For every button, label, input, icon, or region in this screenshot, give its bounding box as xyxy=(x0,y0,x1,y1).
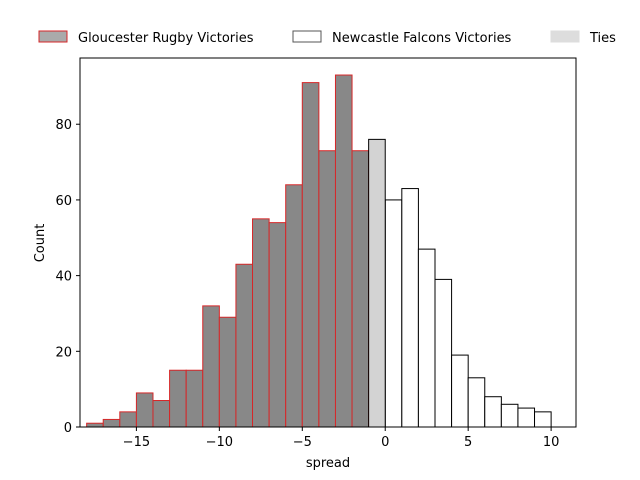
bar-series-1-bin-1 xyxy=(401,188,419,428)
y-tick-label: 60 xyxy=(55,194,72,209)
x-tick-label: 0 xyxy=(381,435,389,450)
x-tick-label: −10 xyxy=(206,435,233,450)
x-axis-label: spread xyxy=(306,456,350,471)
bar-series-1-bin-5 xyxy=(467,377,486,428)
bar-series-0-bin-16 xyxy=(351,150,370,428)
x-tick-label: −5 xyxy=(293,435,312,450)
bar-series-0-bin-8 xyxy=(218,316,237,428)
bar-series-0-bin-5 xyxy=(169,369,187,428)
y-tick-label: 40 xyxy=(55,270,72,285)
bar-series-0-bin-11 xyxy=(268,222,287,428)
bar-series-0-bin-0 xyxy=(86,422,104,428)
plot-frame xyxy=(79,57,577,428)
legend-label: Ties xyxy=(589,31,616,46)
legend-label: Newcastle Falcons Victories xyxy=(332,31,512,46)
bar-series-1-bin-8 xyxy=(517,407,536,428)
bar-series-0-bin-7 xyxy=(202,305,220,428)
y-axis: 0 20 40 60 80 xyxy=(55,118,80,436)
bar-series-0-bin-10 xyxy=(252,218,270,428)
bar-series-0-bin-12 xyxy=(285,184,303,428)
bar-series-0-bin-3 xyxy=(135,392,154,428)
bar-series-0-bin-14 xyxy=(318,150,336,428)
bar-series-1-bin-6 xyxy=(484,396,502,428)
y-tick-label: 20 xyxy=(55,345,72,360)
y-tick-label: 0 xyxy=(64,421,72,436)
legend: Gloucester Rugby Victories Newcastle Falc… xyxy=(38,30,616,46)
bars xyxy=(86,74,552,428)
bar-series-1-bin-3 xyxy=(434,278,453,428)
y-tick-label: 80 xyxy=(55,118,72,133)
bar-series-0-bin-15 xyxy=(334,74,353,428)
bar-series-2-bin-0 xyxy=(368,138,386,428)
bar-series-1-bin-0 xyxy=(384,199,403,428)
bar-series-0-bin-13 xyxy=(301,82,320,428)
x-tick-label: 10 xyxy=(543,435,560,450)
bar-series-0-bin-2 xyxy=(119,411,137,428)
bar-series-0-bin-6 xyxy=(185,369,204,428)
bar-series-0-bin-9 xyxy=(235,263,254,428)
x-tick-label: 5 xyxy=(464,435,472,450)
legend-swatch xyxy=(292,30,322,43)
x-tick-label: −15 xyxy=(123,435,150,450)
bar-series-1-bin-7 xyxy=(500,403,519,428)
legend-swatch xyxy=(550,30,580,43)
bar-series-1-bin-9 xyxy=(534,411,552,428)
x-axis: −15 −10 −5 0 5 10 xyxy=(123,427,560,450)
legend-swatch xyxy=(38,30,68,43)
bar-series-0-bin-1 xyxy=(102,418,121,428)
y-axis-label: Count xyxy=(33,224,48,263)
legend-label: Gloucester Rugby Victories xyxy=(78,31,254,46)
bar-series-0-bin-4 xyxy=(152,400,171,428)
bar-series-1-bin-4 xyxy=(451,354,469,428)
bar-series-1-bin-2 xyxy=(417,248,436,428)
